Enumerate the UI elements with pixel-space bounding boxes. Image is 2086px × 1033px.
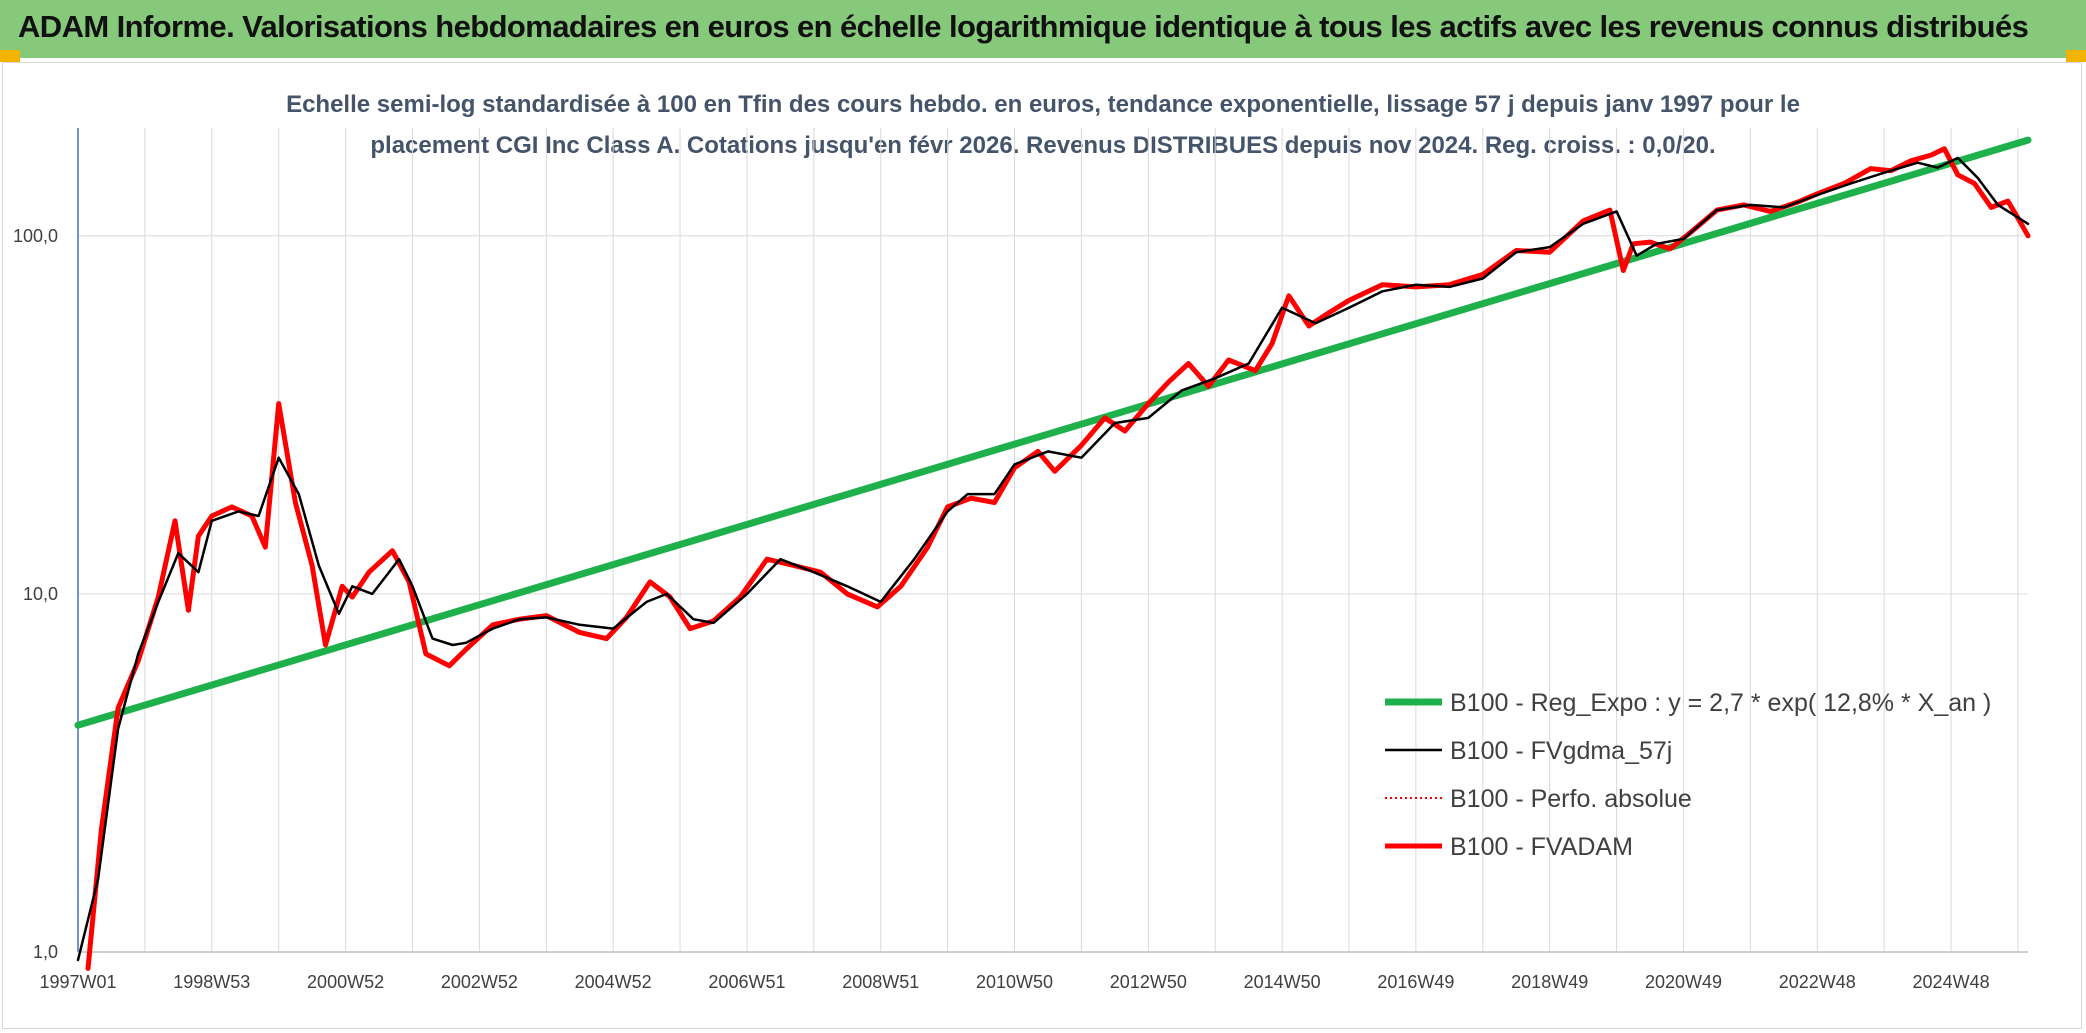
x-tick-label: 2024W48: [1913, 972, 1990, 992]
series-line-2: [76, 156, 2030, 962]
x-tick-label: 1998W53: [173, 972, 250, 992]
legend-label: B100 - FVgdma_57j: [1450, 737, 1672, 765]
legend-label: B100 - FVADAM: [1450, 833, 1633, 861]
y-tick-label: 1,0: [33, 942, 58, 962]
x-tick-label: 2000W52: [307, 972, 384, 992]
x-tick-label: 2008W51: [842, 972, 919, 992]
y-tick-label: 100,0: [13, 226, 58, 246]
series-line-1: [74, 136, 2032, 729]
x-tick-label: 1997W01: [39, 972, 116, 992]
legend: B100 - Reg_Expo : y = 2,7 * exp( 12,8% *…: [1385, 689, 1991, 861]
chart-subtitle-line-1: Echelle semi-log standardisée à 100 en T…: [286, 91, 1800, 118]
legend-label: B100 - Perfo. absolue: [1450, 785, 1692, 813]
x-tick-label: 2014W50: [1244, 972, 1321, 992]
y-tick-label: 10,0: [23, 584, 58, 604]
axes: 1,0 10,0 100,0 1997W01 1998W53 2000W52 2002W52…: [13, 128, 2028, 992]
x-tick-label: 2012W50: [1110, 972, 1187, 992]
x-tick-label: 2010W50: [976, 972, 1053, 992]
corner-marker-left: [0, 50, 20, 62]
page-title: ADAM Informe. Valorisations hebdomadaire…: [18, 9, 2029, 44]
corner-marker-right: [2066, 50, 2086, 62]
x-tick-label: 2004W52: [575, 972, 652, 992]
x-tick-label: 2018W49: [1511, 972, 1588, 992]
series-group: [74, 136, 2032, 971]
chart-subtitle-line-2: placement CGI Inc Class A. Cotations jus…: [370, 132, 1715, 159]
chart-frame: [2, 62, 2082, 1029]
x-tick-label: 2022W48: [1779, 972, 1856, 992]
x-tick-label: 2006W51: [708, 972, 785, 992]
x-tick-label: 2020W49: [1645, 972, 1722, 992]
x-tick-label: 2016W49: [1377, 972, 1454, 992]
series-line-4: [85, 146, 2031, 971]
header-banner: ADAM Informe. Valorisations hebdomadaire…: [0, 0, 2086, 58]
x-tick-label: 2002W52: [441, 972, 518, 992]
legend-label: B100 - Reg_Expo : y = 2,7 * exp( 12,8% *…: [1450, 689, 1991, 717]
grid: [78, 128, 2028, 953]
